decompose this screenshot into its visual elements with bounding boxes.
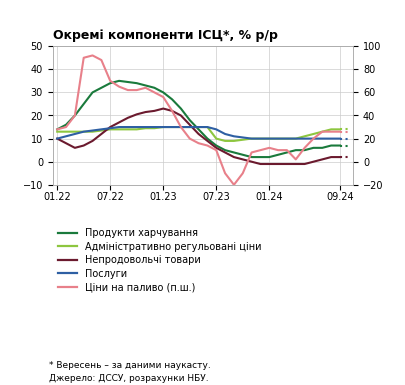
Text: Окремі компоненти ІСЦ*, % р/р: Окремі компоненти ІСЦ*, % р/р [53, 29, 277, 42]
Legend: Продукти харчування, Адміністративно регульовані ціни, Непродовольчі товари, Пос: Продукти харчування, Адміністративно рег… [58, 228, 261, 292]
Text: Джерело: ДССУ, розрахунки НБУ.: Джерело: ДССУ, розрахунки НБУ. [49, 374, 208, 383]
Text: * Вересень – за даними наукасту.: * Вересень – за даними наукасту. [49, 361, 210, 370]
